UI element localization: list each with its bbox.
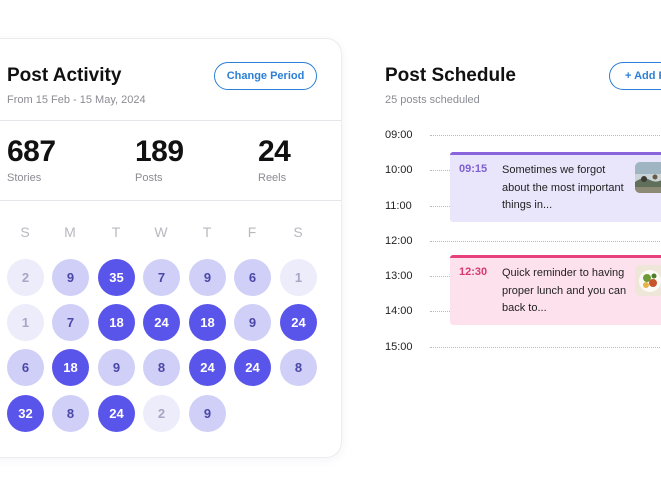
calendar-day[interactable]: 9 — [189, 259, 226, 296]
divider — [0, 200, 341, 201]
time-gridline — [430, 347, 661, 348]
stat-value: 189 — [135, 135, 184, 168]
calendar-day[interactable]: 8 — [52, 395, 89, 432]
time-label: 09:00 — [385, 129, 413, 141]
calendar-day[interactable]: 6 — [234, 259, 271, 296]
change-period-button[interactable]: Change Period — [214, 62, 317, 90]
calendar-day[interactable]: 24 — [280, 304, 317, 341]
post-schedule-subtitle: 25 posts scheduled — [385, 94, 480, 106]
time-label: 11:00 — [385, 200, 412, 212]
calendar-day[interactable]: 18 — [98, 304, 135, 341]
calendar-day[interactable]: 8 — [143, 349, 180, 386]
calendar-day[interactable]: 9 — [98, 349, 135, 386]
calendar-day[interactable]: 7 — [52, 304, 89, 341]
calendar-day[interactable]: 24 — [234, 349, 271, 386]
calendar-day[interactable]: 7 — [143, 259, 180, 296]
time-gridline — [430, 241, 661, 242]
calendar-day[interactable]: 8 — [280, 349, 317, 386]
stat-label: Reels — [258, 172, 287, 184]
calendar-day[interactable]: 1 — [280, 259, 317, 296]
weekday-label: S — [293, 224, 303, 240]
stat-posts: 189 Posts — [135, 135, 184, 184]
post-activity-card — [0, 38, 342, 458]
event-time: 12:30 — [459, 266, 488, 278]
stat-value: 687 — [7, 135, 56, 168]
weekday-label: T — [111, 224, 121, 240]
scheduled-post-card[interactable]: 12:30 Quick reminder to having proper lu… — [450, 255, 661, 325]
stat-reels: 24 Reels — [258, 135, 291, 184]
stat-value: 24 — [258, 135, 291, 168]
time-label: 10:00 — [385, 164, 413, 176]
time-gridline — [430, 135, 661, 136]
landscape-photo-icon — [635, 162, 661, 193]
calendar-day[interactable]: 2 — [143, 395, 180, 432]
food-photo-icon — [635, 265, 661, 296]
event-text: Sometimes we forgot about the most impor… — [502, 164, 624, 211]
time-label: 13:00 — [385, 270, 413, 282]
calendar-day[interactable]: 24 — [143, 304, 180, 341]
stat-label: Stories — [7, 172, 42, 184]
calendar-day[interactable]: 1 — [7, 304, 44, 341]
time-label: 12:00 — [385, 235, 413, 247]
event-text: Quick reminder to having proper lunch an… — [502, 267, 627, 314]
time-label: 15:00 — [385, 341, 413, 353]
calendar-day[interactable]: 9 — [189, 395, 226, 432]
calendar-day[interactable]: 9 — [234, 304, 271, 341]
weekday-label: T — [202, 224, 212, 240]
calendar-day[interactable]: 2 — [7, 259, 44, 296]
calendar-day[interactable]: 35 — [98, 259, 135, 296]
calendar-day[interactable]: 6 — [7, 349, 44, 386]
weekday-label: M — [64, 224, 76, 240]
post-activity-title: Post Activity — [7, 65, 122, 86]
scheduled-post-card[interactable]: 09:15 Sometimes we forgot about the most… — [450, 152, 661, 222]
calendar-day[interactable]: 24 — [189, 349, 226, 386]
event-time: 09:15 — [459, 163, 488, 175]
add-post-button[interactable]: + Add Post — [609, 62, 661, 90]
weekday-label: W — [154, 224, 168, 240]
calendar-day[interactable]: 18 — [52, 349, 89, 386]
stat-label: Posts — [135, 172, 163, 184]
calendar-day[interactable]: 32 — [7, 395, 44, 432]
calendar-day[interactable]: 18 — [189, 304, 226, 341]
time-label: 14:00 — [385, 305, 413, 317]
calendar-day[interactable]: 24 — [98, 395, 135, 432]
stat-stories: 687 Stories — [7, 135, 56, 184]
weekday-label: S — [20, 224, 30, 240]
post-activity-period: From 15 Feb - 15 May, 2024 — [7, 94, 146, 106]
calendar-day[interactable]: 9 — [52, 259, 89, 296]
weekday-label: F — [247, 224, 257, 240]
divider — [0, 120, 341, 121]
post-schedule-title: Post Schedule — [385, 65, 516, 86]
